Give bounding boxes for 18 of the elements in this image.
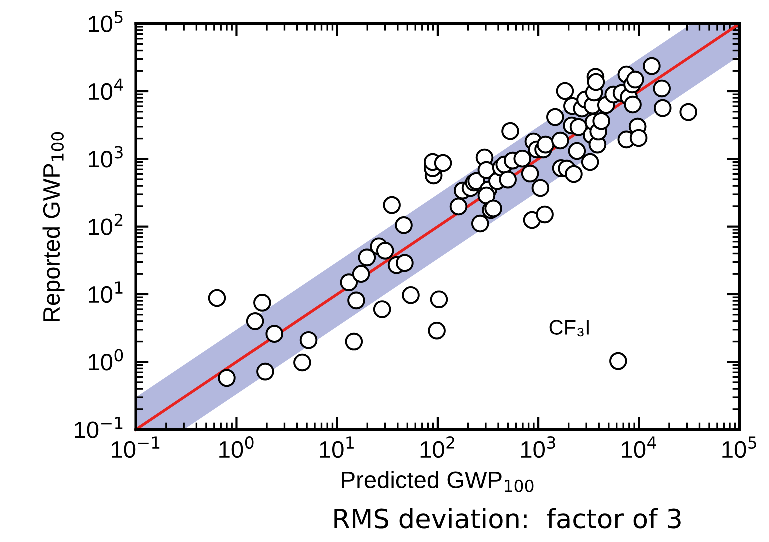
- y-tick-label: 10$^{3}$: [89, 146, 123, 168]
- annotation: CF₃I: [550, 320, 589, 337]
- text: RMS deviation: factor of 3: [334, 508, 681, 529]
- y-tick-label: 10$^{0}$: [89, 349, 124, 371]
- x-tick-label: 10$^{4}$: [622, 436, 656, 458]
- x-tick-label: 10$^{−1}$: [112, 436, 160, 458]
- y-tick-label: 10$^{5}$: [89, 11, 123, 32]
- y-tick-label: 10$^{−1}$: [75, 417, 123, 438]
- y-axis-title: Reported GWP$_{100}$: [42, 132, 65, 322]
- x-axis-title: Predicted GWP$_{100}$: [342, 471, 534, 492]
- x-tick-label: 10$^{0}$: [220, 436, 254, 458]
- y-tick-label: 10$^{4}$: [89, 78, 124, 100]
- x-tick-label: 10$^{3}$: [521, 436, 556, 458]
- x-tick-label: 10$^{5}$: [722, 436, 756, 458]
- x-tick-label: 10$^{1}$: [320, 436, 354, 458]
- y-tick-label: 10$^{1}$: [89, 282, 123, 304]
- x-tick-label: 10$^{2}$: [420, 436, 454, 458]
- y-tick-label: 10$^{2}$: [89, 214, 123, 236]
